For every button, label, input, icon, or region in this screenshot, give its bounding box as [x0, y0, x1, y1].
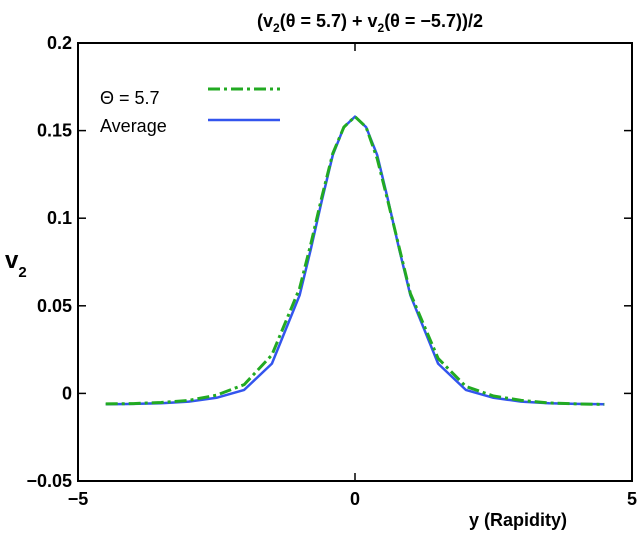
y-tick-label: −0.05: [26, 471, 72, 491]
y-axis-label: v2: [5, 247, 27, 281]
chart-title: (v2(θ = 5.7) + v2(θ = −5.7))/2: [257, 11, 483, 35]
y-axis-label-sub: 2: [18, 264, 26, 281]
title-mid: (θ = 5.7) + v: [280, 11, 378, 31]
y-tick-label: 0.15: [37, 121, 72, 141]
y-tick-label: 0: [62, 383, 72, 403]
title-sub2: 2: [378, 21, 385, 35]
y-tick-label: 0.2: [47, 33, 72, 53]
tick-labels: −5 0 5 −0.05 0 0.05 0.1 0.15 0.2: [26, 33, 637, 509]
plot-area: [105, 115, 605, 406]
axes-frame: [77, 42, 633, 482]
title-sub1: 2: [273, 21, 280, 35]
y-axis-label-main: v: [5, 247, 19, 274]
legend: Θ = 5.7 Average: [100, 87, 280, 136]
title-open: (v: [257, 11, 273, 31]
y-tick-label: 0.1: [47, 208, 72, 228]
legend-entry-0-label: Θ = 5.7: [100, 88, 160, 108]
y-tick-label: 0.05: [37, 296, 72, 316]
series-line-1: [105, 115, 605, 406]
x-tick-label: −5: [68, 489, 89, 509]
series-line-0: [105, 115, 605, 406]
title-end: (θ = −5.7))/2: [384, 11, 483, 31]
x-tick-label: 0: [350, 489, 360, 509]
x-axis-label: y (Rapidity): [469, 510, 567, 530]
x-tick-label: 5: [627, 489, 637, 509]
legend-entry-1-label: Average: [100, 116, 167, 136]
tick-marks: [77, 42, 633, 482]
